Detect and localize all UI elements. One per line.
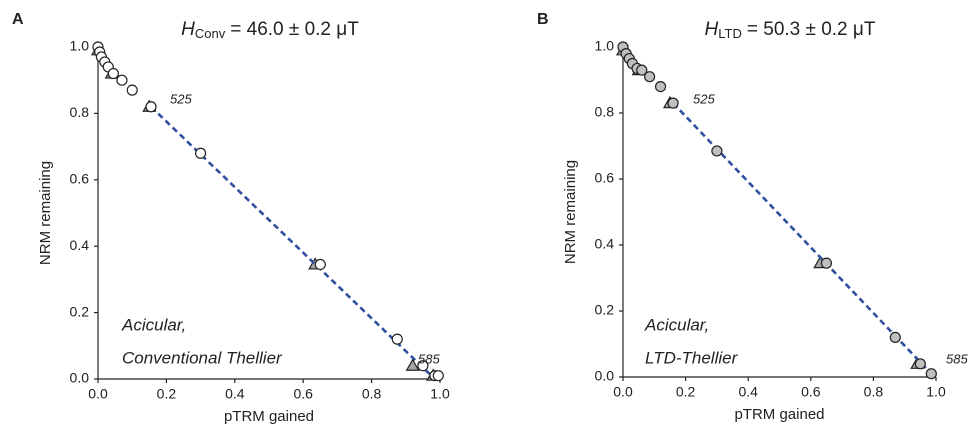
y-tick-label: 0.4 [595,236,615,252]
x-tick-label: 0.4 [738,384,758,400]
title-subscript: Conv [195,26,226,41]
data-point [432,370,444,382]
x-tick-label: 1.0 [926,384,946,400]
y-axis-label: NRM remaining [37,161,54,265]
data-point [195,147,207,159]
x-tick-label: 0.8 [864,384,884,400]
data-point [314,258,326,271]
y-tick-label: 0.8 [70,104,90,120]
panel-label: B [537,11,549,28]
title-rest: = 50.3 ± 0.2 μT [747,19,876,40]
annotation: 525 [693,91,715,106]
y-tick-label: 0.0 [70,370,90,386]
data-point [820,257,833,269]
x-tick-label: 0.6 [293,386,313,402]
y-tick-label: 1.0 [595,38,615,54]
annotation: 585 [946,351,968,366]
x-tick-label: 0.8 [362,386,382,402]
panel-label: A [12,11,24,28]
y-tick-label: 0.6 [70,171,90,187]
data-point [667,97,679,109]
chart-title: HLTD = 50.3 ± 0.2 μT [705,19,876,41]
chart-title: HConv = 46.0 ± 0.2 μT [181,19,359,41]
x-axis-label: pTRM gained [734,406,824,423]
title-symbol: H [705,19,719,40]
annotation: 525 [170,91,192,106]
x-tick-label: 1.0 [430,386,450,402]
check-point [405,358,420,371]
fit-line [672,102,930,372]
y-tick-label: 0.0 [595,368,615,384]
data-point [145,101,157,113]
x-tick-label: 0.0 [613,384,633,400]
annotation: Acicular, [121,315,186,334]
annotation: LTD-Thellier [645,348,739,367]
x-tick-label: 0.6 [801,384,821,400]
title-rest: = 46.0 ± 0.2 μT [230,19,359,40]
y-tick-label: 0.2 [595,302,615,318]
y-tick-label: 0.2 [70,303,90,319]
title-symbol: H [181,19,195,40]
annotation: Acicular, [644,315,709,334]
data-point [636,64,648,76]
data-point [126,84,138,96]
y-tick-label: 1.0 [70,38,90,54]
data-point [711,145,723,157]
annotation: 585 [418,351,440,366]
y-tick-label: 0.8 [595,104,615,120]
fit-line [150,105,433,377]
annotation: Conventional Thellier [122,348,283,367]
data-point [107,67,119,80]
x-tick-label: 0.2 [157,386,177,402]
data-point [654,80,667,93]
data-point [889,331,901,343]
data-point [391,333,403,345]
data-point [417,360,429,372]
data-point [116,74,128,86]
chart-panel: A HConv = 46.0 ± 0.2 μT 0.0 0.2 0.4 0.6 0.8 1.0 0… [12,11,450,425]
x-axis-label: pTRM gained [224,408,314,425]
y-axis-label: NRM remaining [562,160,579,264]
x-tick-label: 0.0 [88,386,108,402]
title-subscript: LTD [718,26,742,41]
data-point [644,71,656,83]
x-tick-label: 0.2 [676,384,696,400]
y-tick-label: 0.4 [70,237,90,253]
x-tick-label: 0.4 [225,386,245,402]
y-tick-label: 0.6 [595,170,615,186]
data-point [914,358,926,370]
data-point [925,368,937,380]
chart-panel: B HLTD = 50.3 ± 0.2 μT 0.0 0.2 0.4 0.6 0.8 1.0 0.… [537,11,968,423]
